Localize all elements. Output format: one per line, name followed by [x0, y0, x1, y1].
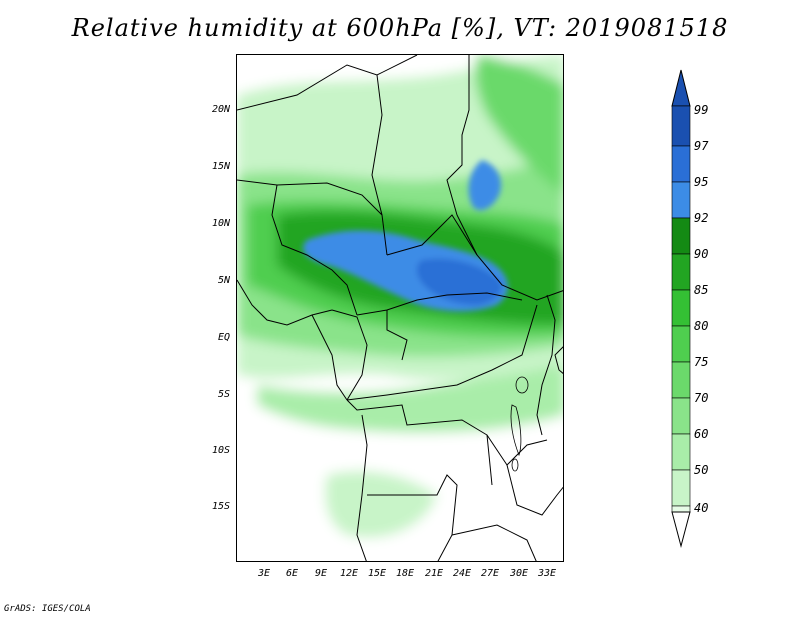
- colorbar-bin-97: [671, 145, 691, 183]
- colorbar-top-arrow: [671, 69, 691, 107]
- colorbar-label-85: 85: [694, 283, 709, 297]
- colorbar-label-95: 95: [694, 175, 709, 189]
- colorbar-bin-90: [671, 253, 691, 291]
- lon-label-24e: 24E: [452, 568, 472, 579]
- country-borders: [237, 55, 563, 561]
- lat-label-10s: 10S: [211, 445, 230, 456]
- lat-label-15n: 15N: [211, 161, 230, 172]
- lon-label-3e: 3E: [257, 568, 271, 579]
- colorbar-label-80: 80: [694, 319, 709, 333]
- colorbar-bin-80: [671, 325, 691, 363]
- humidity-map: [236, 54, 564, 562]
- colorbar-label-99: 99: [694, 103, 709, 117]
- colorbar-bin-75: [671, 361, 691, 399]
- lon-label-27e: 27E: [480, 568, 500, 579]
- colorbar-bin-99: [671, 105, 691, 147]
- map-title: Relative humidity at 600hPa [%], VT: 201…: [71, 14, 729, 42]
- colorbar-label-92: 92: [694, 211, 709, 225]
- colorbar-label-75: 75: [694, 355, 709, 369]
- humidity-shading: [237, 55, 563, 561]
- grads-credit: GrADS: IGES/COLA: [4, 604, 91, 614]
- colorbar-label-40: 40: [694, 501, 709, 515]
- colorbar-label-70: 70: [694, 391, 709, 405]
- lat-label-10n: 10N: [211, 218, 230, 229]
- lon-label-18e: 18E: [395, 568, 415, 579]
- lat-label-20n: 20N: [211, 104, 230, 115]
- colorbar-bin-95: [671, 181, 691, 219]
- lon-label-6e: 6E: [285, 568, 299, 579]
- colorbar-bin-92: [671, 217, 691, 255]
- lat-label-eq: EQ: [217, 332, 230, 343]
- lon-label-12e: 12E: [339, 568, 359, 579]
- lat-label-15s: 15S: [211, 501, 230, 512]
- lon-label-9e: 9E: [314, 568, 328, 579]
- lon-label-21e: 21E: [424, 568, 444, 579]
- colorbar-bin-60: [671, 433, 691, 471]
- humidity-field: [237, 55, 563, 561]
- lat-label-5s: 5S: [217, 389, 230, 400]
- colorbar-bin-70: [671, 397, 691, 435]
- colorbar-bin-85: [671, 289, 691, 327]
- colorbar: [671, 69, 691, 548]
- colorbar-label-50: 50: [694, 463, 709, 477]
- lon-label-15e: 15E: [367, 568, 387, 579]
- colorbar-bin-40: [671, 505, 691, 513]
- lon-label-33e: 33E: [537, 568, 557, 579]
- colorbar-label-90: 90: [694, 247, 709, 261]
- colorbar-label-97: 97: [694, 139, 709, 153]
- colorbar-bottom-arrow: [671, 511, 691, 548]
- lat-label-5n: 5N: [217, 275, 230, 286]
- colorbar-bin-50: [671, 469, 691, 507]
- lakes: [510, 376, 529, 472]
- lon-label-30e: 30E: [509, 568, 529, 579]
- colorbar-label-60: 60: [694, 427, 709, 441]
